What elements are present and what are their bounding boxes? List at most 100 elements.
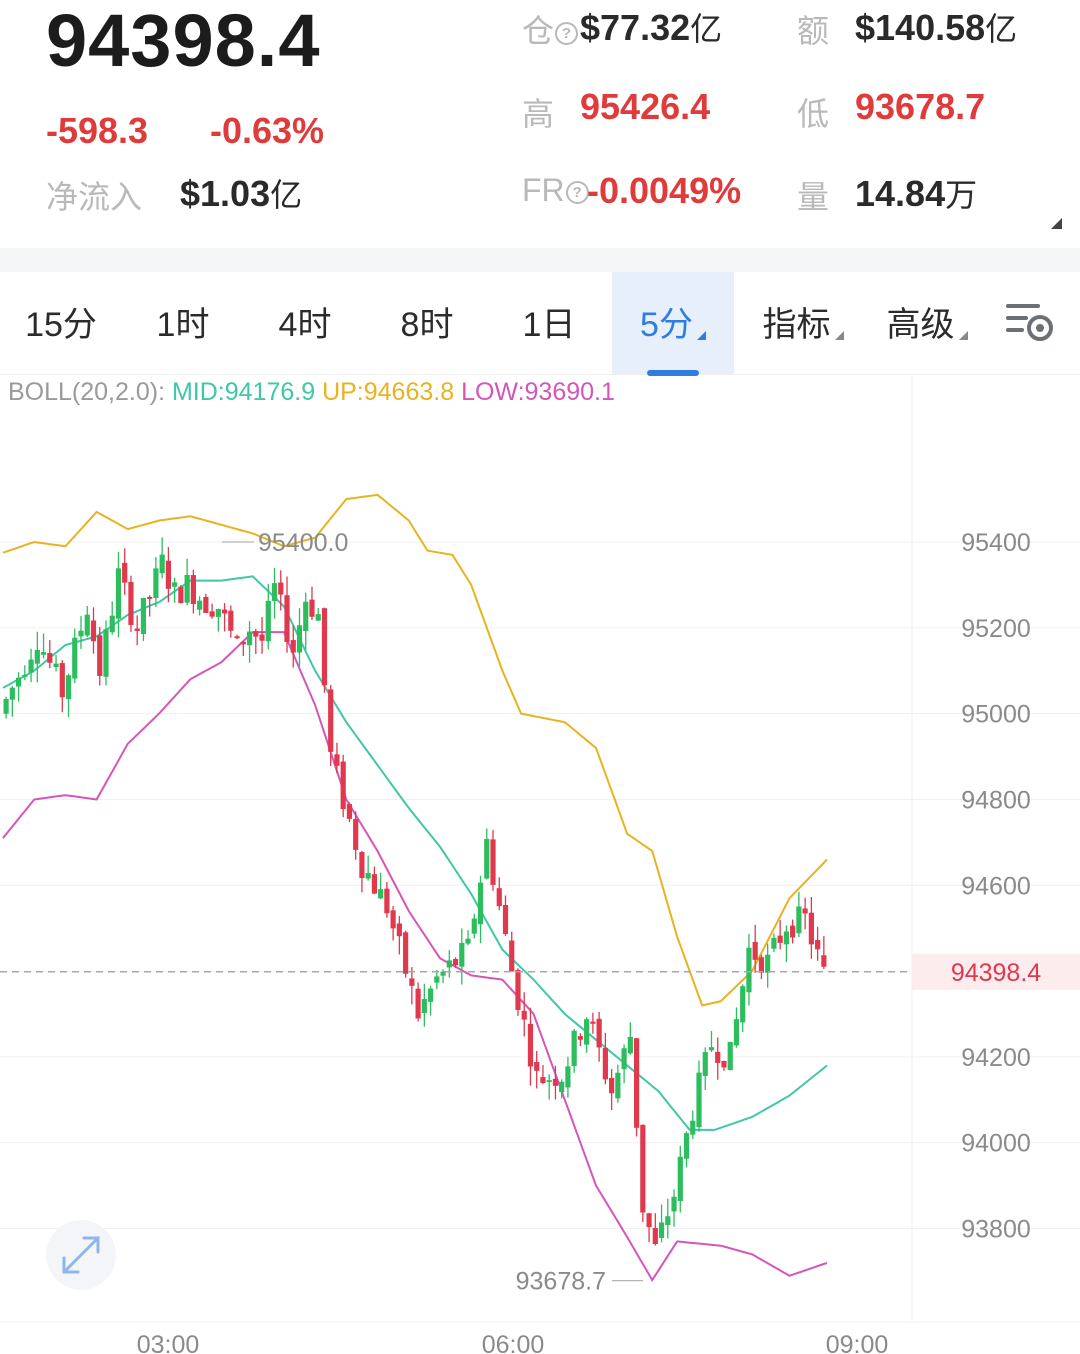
candle-body <box>140 598 147 635</box>
lower-band-line <box>2 631 828 1283</box>
candle-body <box>303 601 309 631</box>
dropdown-corner-icon <box>696 331 706 340</box>
x-tick-label: 06:00 <box>482 1331 545 1354</box>
candle-body <box>371 874 378 894</box>
candle-body <box>434 976 440 983</box>
candle-body <box>421 998 427 1014</box>
candle-body <box>646 1213 652 1228</box>
last-price: 94398.4 <box>46 0 321 82</box>
volume-label: 量 <box>797 179 830 215</box>
candle-body <box>334 754 340 766</box>
candle-body <box>153 568 159 598</box>
candle-body <box>452 958 459 966</box>
tab-1d[interactable]: 1日 <box>522 306 576 344</box>
high-label: 高 <box>522 96 555 132</box>
active-tab-indicator <box>647 370 699 376</box>
candle-body <box>59 663 65 698</box>
candle-body <box>765 954 771 973</box>
help-icon[interactable]: ? <box>555 22 579 45</box>
x-axis: 03:00 06:00 09:00 <box>137 1331 889 1354</box>
candle-body <box>808 912 814 945</box>
divider <box>0 248 1080 272</box>
candle-body <box>509 940 515 972</box>
candle-body <box>103 629 109 677</box>
kline-chart[interactable]: 94398.4 95400.0 93678.7 95400 95200 95000 948… <box>0 376 1080 1354</box>
candle-body <box>633 1038 640 1128</box>
candle-body <box>527 1023 534 1067</box>
tab-indicators[interactable]: 指标 <box>752 272 854 374</box>
low-value: 93678.7 <box>855 86 986 127</box>
candle-body <box>502 904 509 935</box>
candle-body <box>677 1156 683 1202</box>
candle-body <box>228 610 234 631</box>
candle-body <box>246 631 253 646</box>
tab-15m[interactable]: 15分 <box>25 306 97 344</box>
low-marker-label: 93678.7 <box>516 1268 606 1296</box>
candle-body <box>752 941 758 960</box>
funding-rate-value: -0.0049% <box>587 170 742 211</box>
candle-body <box>733 1019 740 1046</box>
candle-body <box>515 969 521 1010</box>
turnover-label: 额 <box>797 13 830 49</box>
candle-body <box>265 600 271 642</box>
candle-body <box>215 608 221 617</box>
candle-body <box>615 1072 621 1099</box>
expand-header-icon[interactable] <box>1051 218 1062 229</box>
candle-body <box>128 581 134 625</box>
tab-8h[interactable]: 8时 <box>400 306 454 344</box>
last-price-badge <box>912 953 1080 990</box>
y-tick-label: 94000 <box>961 1130 1031 1158</box>
boll-lower: LOW:93690.1 <box>461 378 615 406</box>
tab-advanced[interactable]: 高级 <box>876 272 978 374</box>
last-price-label: 94398.4 <box>951 959 1041 987</box>
candle-body <box>640 1124 646 1213</box>
open-interest-label: 仓? <box>522 6 579 52</box>
candle-body <box>577 1036 584 1040</box>
y-tick-label: 95000 <box>961 701 1031 729</box>
candle-body <box>378 889 384 899</box>
candle-body <box>115 568 122 619</box>
candle-body <box>384 888 390 914</box>
bollinger-bands <box>2 493 828 1283</box>
candle-body <box>758 957 765 973</box>
candle-body <box>147 596 153 599</box>
high-marker-label: 95400.0 <box>258 529 348 557</box>
y-tick-label: 93800 <box>961 1216 1031 1244</box>
candle-body <box>746 947 752 993</box>
candle-body <box>353 819 359 850</box>
candle-body <box>415 988 421 1019</box>
candle-body <box>40 652 47 655</box>
candle-body <box>796 906 802 934</box>
tab-4h[interactable]: 4时 <box>278 306 332 344</box>
candle-body <box>15 677 22 687</box>
dropdown-corner-icon <box>958 331 968 340</box>
fullscreen-button[interactable] <box>46 1220 116 1290</box>
candle-body <box>546 1080 552 1083</box>
candle-body <box>3 698 9 714</box>
candle-body <box>658 1222 665 1238</box>
tab-1h[interactable]: 1时 <box>156 306 210 344</box>
candle-body <box>315 614 321 621</box>
candle-body <box>540 1077 546 1084</box>
help-icon[interactable]: ? <box>565 181 589 204</box>
tab-5m[interactable]: 5分 <box>612 272 734 374</box>
candle-body <box>234 636 240 639</box>
candle-body <box>484 838 490 879</box>
candle-body <box>552 1078 559 1086</box>
candle-body <box>178 586 184 604</box>
candle-body <box>596 1018 602 1048</box>
candle-body <box>409 978 415 986</box>
candle-body <box>403 932 409 974</box>
candle-body <box>459 942 465 967</box>
candle-body <box>390 910 396 929</box>
candle-body <box>790 925 796 938</box>
candle-body <box>571 1030 577 1067</box>
boll-upper: UP:94663.8 <box>322 378 455 406</box>
candle-body <box>184 574 190 603</box>
candle-body <box>28 659 34 673</box>
candle-body <box>584 1019 590 1045</box>
chart-settings-icon[interactable] <box>1004 300 1056 346</box>
candle-body <box>783 931 790 945</box>
candle-body <box>309 599 315 617</box>
candlesticks <box>3 537 827 1246</box>
